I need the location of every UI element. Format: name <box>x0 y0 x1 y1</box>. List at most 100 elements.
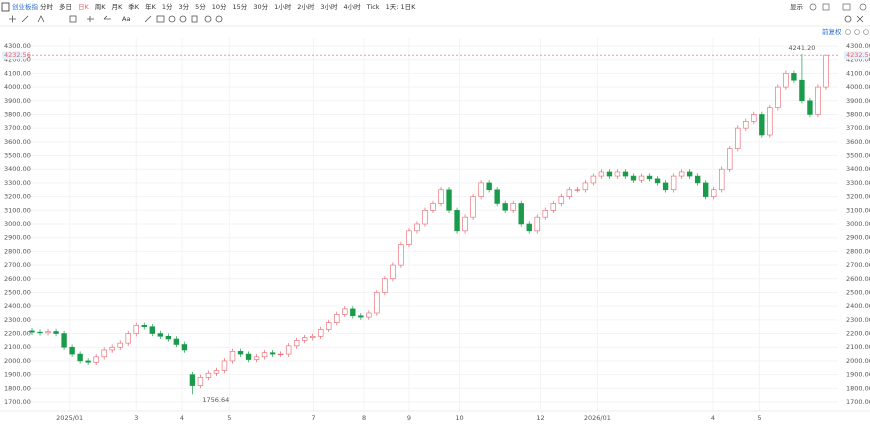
channel-tool[interactable] <box>37 15 45 23</box>
candle-body <box>358 315 364 318</box>
delete-tool[interactable] <box>191 15 198 23</box>
candle-body <box>350 308 356 317</box>
candle-body <box>719 168 725 191</box>
candle-body <box>301 337 308 341</box>
period-tab[interactable]: 2小时 <box>297 2 315 11</box>
candle-body <box>510 203 516 211</box>
adjust-button[interactable]: 前复权 <box>822 27 842 36</box>
period-tab[interactable]: 4小时 <box>344 2 362 11</box>
candle-body <box>654 178 661 184</box>
y-tick-label: 3000.00 <box>4 220 31 228</box>
zoom-in-icon[interactable] <box>863 29 869 35</box>
zoom-out-icon[interactable] <box>854 29 860 35</box>
candle-body <box>622 171 629 177</box>
measure-tool[interactable] <box>87 16 94 22</box>
period-tab[interactable]: 10分 <box>212 2 227 11</box>
candle-body <box>783 73 789 88</box>
gear-tool[interactable] <box>215 15 223 23</box>
link-tool[interactable] <box>204 15 212 23</box>
brush-tool[interactable] <box>144 15 152 23</box>
period-tab[interactable]: 5分 <box>195 2 206 11</box>
last-price-label-bg <box>2 51 26 60</box>
last-price-label-right: 4232.56 <box>846 51 870 59</box>
period-tab[interactable]: 多日 <box>59 2 72 11</box>
candle-body <box>133 325 139 334</box>
settings-icon[interactable] <box>809 3 817 11</box>
period-tab[interactable]: 1天: 1日K <box>386 3 417 11</box>
x-tick-label: 12 <box>536 414 544 422</box>
x-tick-label: 9 <box>407 414 411 422</box>
y-tick-label: 1700.00 <box>4 398 31 406</box>
candle-body <box>446 189 452 211</box>
period-tab[interactable]: 日K <box>78 3 90 11</box>
period-tab[interactable]: 3分 <box>178 2 189 11</box>
x-tick-label: 5 <box>757 414 761 422</box>
period-tab[interactable]: 30分 <box>253 2 268 11</box>
period-tab[interactable]: 1分 <box>162 2 173 11</box>
period-tab[interactable]: 15分 <box>233 2 248 11</box>
period-tab[interactable]: 周K <box>95 3 107 11</box>
candle-body <box>390 264 396 280</box>
candle-body <box>735 127 741 149</box>
max-label: 4241.20 <box>788 44 815 52</box>
period-tab[interactable]: 分时 <box>40 2 54 11</box>
candle-body <box>486 182 492 191</box>
y-tick-label: 3300.00 <box>4 179 31 187</box>
lock-tool[interactable] <box>168 15 176 23</box>
y-tick-label: 2700.00 <box>4 261 31 269</box>
period-tab[interactable]: 3小时 <box>320 2 338 11</box>
candle-body <box>614 171 621 177</box>
y-tick-label-right: 3000.00 <box>846 220 870 228</box>
y-tick-label-right: 2100.00 <box>846 343 870 351</box>
candle-body <box>566 189 573 197</box>
magnet-tool[interactable] <box>156 15 165 23</box>
y-tick-label-right: 2800.00 <box>846 247 870 255</box>
candle-body <box>69 346 75 355</box>
candle-body <box>470 196 476 218</box>
candle-body <box>526 223 532 232</box>
y-tick-label-right: 3800.00 <box>846 110 870 118</box>
display-menu[interactable]: 显示 <box>790 3 804 11</box>
crosshair-tool[interactable] <box>9 15 16 23</box>
y-tick-label-right: 1800.00 <box>846 384 870 392</box>
candle-body <box>85 360 91 363</box>
y-tick-label: 4200.00 <box>4 56 31 64</box>
candle-body <box>702 182 709 197</box>
candle-body <box>53 331 59 334</box>
camera-icon[interactable] <box>842 3 851 11</box>
line-tool[interactable] <box>21 15 29 23</box>
more-icon[interactable] <box>859 3 867 11</box>
y-tick-label-right: 2400.00 <box>846 302 870 310</box>
candle-body <box>334 314 340 323</box>
reset-icon[interactable] <box>845 29 851 35</box>
candle-body <box>253 356 260 360</box>
candle-body <box>326 322 332 330</box>
candle-body <box>93 356 99 363</box>
period-tab[interactable]: 季K <box>128 2 140 11</box>
candle-body <box>454 210 460 232</box>
candle-body <box>205 372 212 378</box>
period-tab[interactable]: Tick <box>366 3 380 11</box>
x-tick-label: 10 <box>455 414 463 422</box>
screenshot-tool[interactable] <box>844 15 852 23</box>
layout-icon[interactable] <box>822 3 830 11</box>
symbol[interactable]: 创业板指 <box>12 2 39 11</box>
y-tick-label: 4100.00 <box>4 69 31 77</box>
period-tab[interactable]: 月K <box>112 3 124 11</box>
y-tick-label: 4300.00 <box>4 42 31 50</box>
y-tick-label-right: 3500.00 <box>846 152 870 160</box>
sidebar-icon[interactable] <box>1 2 10 12</box>
candle-body <box>751 114 757 122</box>
period-tab[interactable]: 年K <box>145 2 157 11</box>
y-tick-label-right: 2600.00 <box>846 275 870 283</box>
y-tick-label: 1900.00 <box>4 371 31 379</box>
hide-tool[interactable] <box>179 15 187 23</box>
shape-tool[interactable] <box>69 15 77 23</box>
text-tool[interactable]: Aa <box>122 15 130 23</box>
y-tick-label: 2100.00 <box>4 343 31 351</box>
fullscreen-tool[interactable] <box>856 15 864 23</box>
y-tick-label: 3900.00 <box>4 97 31 105</box>
arrow-tool[interactable] <box>103 15 111 20</box>
y-tick-label: 3200.00 <box>4 193 31 201</box>
period-tab[interactable]: 1小时 <box>274 2 292 11</box>
